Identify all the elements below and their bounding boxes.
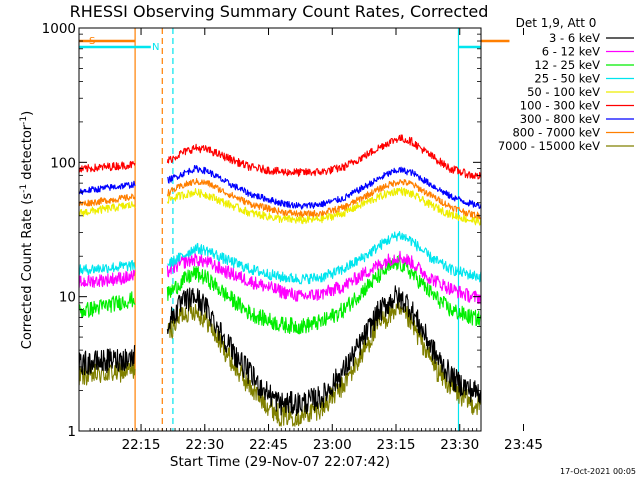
x-tick-label: 23:00 (313, 437, 352, 453)
footer-timestamp: 17-Oct-2021 00:05 (560, 467, 636, 476)
x-tick-label: 23:45 (504, 437, 543, 453)
legend-header: Det 1,9, Att 0 (516, 16, 597, 30)
legend-label: 300 - 800 keV (520, 112, 600, 126)
y-label-part-3: ) (20, 111, 35, 116)
legend-label: 800 - 7000 keV (512, 126, 600, 140)
flag-label-S: S (89, 36, 95, 47)
y-label-exponent-1: -1 (19, 184, 29, 193)
series-line-6-12-kev (79, 250, 481, 305)
y-axis: 1 10 100 1000 (42, 21, 481, 440)
series-line-300-800-kev (79, 164, 481, 210)
legend-label: 3 - 6 keV (549, 31, 600, 45)
flag-bars: SN (79, 36, 510, 53)
y-tick-label: 100 (50, 155, 76, 171)
x-tick-label: 23:15 (377, 437, 416, 453)
y-tick-label: 1000 (42, 21, 76, 37)
plot-frame (78, 27, 482, 432)
x-axis-label: Start Time (29-Nov-07 22:07:42) (170, 454, 390, 470)
chart-title: RHESSI Observing Summary Count Rates, Co… (70, 2, 489, 21)
legend-label: 12 - 25 keV (534, 58, 600, 72)
series-line-12-25-kev (79, 254, 481, 335)
legend-label: 25 - 50 keV (534, 72, 600, 86)
legend-label: 7000 - 15000 keV (498, 139, 600, 153)
y-label-part-2: detector (20, 124, 35, 184)
y-tick-label: 10 (59, 290, 76, 306)
x-tick-label: 22:30 (185, 437, 224, 453)
legend-label: 6 - 12 keV (542, 45, 600, 59)
x-tick-label: 22:15 (122, 437, 161, 453)
legend-label: 50 - 100 keV (527, 85, 600, 99)
y-label-exponent-2: -1 (19, 116, 29, 125)
x-tick-label: 22:45 (249, 437, 288, 453)
flag-label-N: N (152, 42, 159, 53)
y-label-part-1: Corrected Count Rate (s (20, 193, 35, 350)
series-line-50-100-kev (79, 186, 481, 226)
series-line-7000-15000-kev (79, 300, 481, 427)
series-line-25-50-kev (79, 231, 481, 285)
y-axis-label: Corrected Count Rate (s-1 detector-1) (19, 111, 35, 349)
series-line-100-300-kev (79, 134, 481, 180)
x-axis: 22:15 22:30 22:45 23:00 23:15 23:30 23:45 (89, 28, 543, 453)
x-tick-label: 23:30 (440, 437, 479, 453)
interval-markers (134, 28, 460, 431)
legend-label: 100 - 300 keV (520, 99, 600, 113)
series-line-800-7000-kev (79, 177, 481, 220)
y-tick-label: 1 (67, 424, 76, 440)
series-line-3-6-kev (79, 285, 481, 417)
series-group (79, 134, 481, 427)
